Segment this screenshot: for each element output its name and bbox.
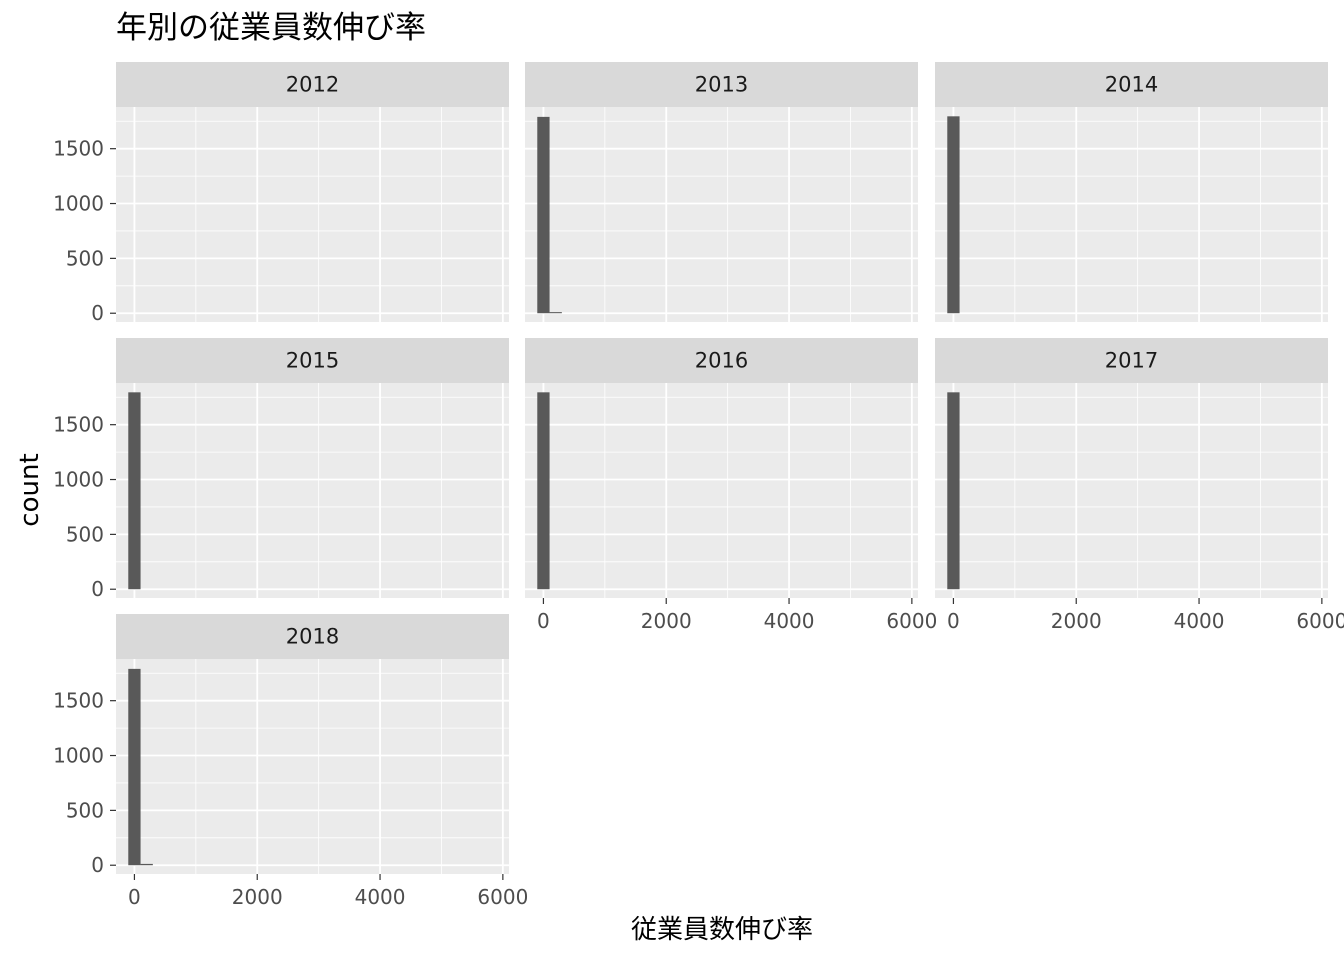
histogram-bar	[550, 312, 562, 313]
y-tick-label: 0	[91, 301, 104, 325]
chart-title: 年別の従業員数伸び率	[116, 10, 426, 46]
y-tick-label: 500	[66, 798, 104, 822]
y-tick-label: 0	[91, 853, 104, 877]
x-tick-label: 4000	[355, 885, 406, 909]
panel-background	[525, 383, 918, 598]
histogram-bar	[947, 392, 959, 589]
facet-panel-2018: 2018 0 500 1000 1500 0 2000 4000 6000	[53, 614, 528, 909]
histogram-bar	[128, 669, 140, 865]
y-tick-label: 0	[91, 577, 104, 601]
y-tick-label: 1000	[53, 192, 104, 216]
x-tick-label: 2000	[232, 885, 283, 909]
facet-panel-2013: 2013	[525, 62, 918, 322]
histogram-bar	[537, 117, 549, 313]
facet-strip-label: 2018	[286, 625, 339, 649]
panel-background	[116, 659, 509, 874]
x-tick-label: 4000	[764, 609, 815, 633]
x-tick-label: 2000	[641, 609, 692, 633]
x-tick-label: 0	[537, 609, 550, 633]
facet-strip-label: 2012	[286, 73, 339, 97]
facet-panel-2017: 2017 0 2000 4000 6000	[935, 338, 1344, 633]
y-tick-label: 1500	[53, 137, 104, 161]
panel-background	[935, 383, 1328, 598]
y-tick-label: 1500	[53, 689, 104, 713]
facet-panel-2014: 2014	[935, 62, 1328, 322]
x-tick-label: 6000	[1296, 609, 1344, 633]
facet-strip-label: 2017	[1105, 349, 1158, 373]
x-tick-label: 2000	[1051, 609, 1102, 633]
y-tick-label: 1000	[53, 468, 104, 492]
panel-background	[116, 107, 509, 322]
x-tick-label: 6000	[886, 609, 937, 633]
panel-background	[116, 383, 509, 598]
y-axis-title: count	[15, 453, 45, 526]
y-tick-label: 500	[66, 246, 104, 270]
x-axis-title: 従業員数伸び率	[631, 915, 813, 945]
y-tick-label: 1500	[53, 413, 104, 437]
facet-panel-2015: 2015 0 500 1000 1500	[53, 338, 509, 601]
x-tick-label: 6000	[477, 885, 528, 909]
histogram-bar	[947, 116, 959, 313]
panel-background	[935, 107, 1328, 322]
x-tick-label: 0	[947, 609, 960, 633]
x-tick-label: 0	[128, 885, 141, 909]
x-tick-label: 4000	[1174, 609, 1225, 633]
facet-strip-label: 2014	[1105, 73, 1158, 97]
histogram-bar	[537, 392, 549, 589]
y-tick-label: 1000	[53, 744, 104, 768]
facet-strip-label: 2013	[695, 73, 748, 97]
histogram-bar	[141, 864, 153, 865]
facet-panel-2016: 2016 0 2000 4000 6000	[525, 338, 937, 633]
facet-strip-label: 2016	[695, 349, 748, 373]
histogram-bar	[128, 392, 140, 589]
facet-panels: 2012 0 500 1000 1500 2013 2014 2015 0 500 1000 1500…	[53, 62, 1344, 909]
facet-panel-2012: 2012 0 500 1000 1500	[53, 62, 509, 325]
y-tick-label: 500	[66, 522, 104, 546]
panel-background	[525, 107, 918, 322]
facet-strip-label: 2015	[286, 349, 339, 373]
